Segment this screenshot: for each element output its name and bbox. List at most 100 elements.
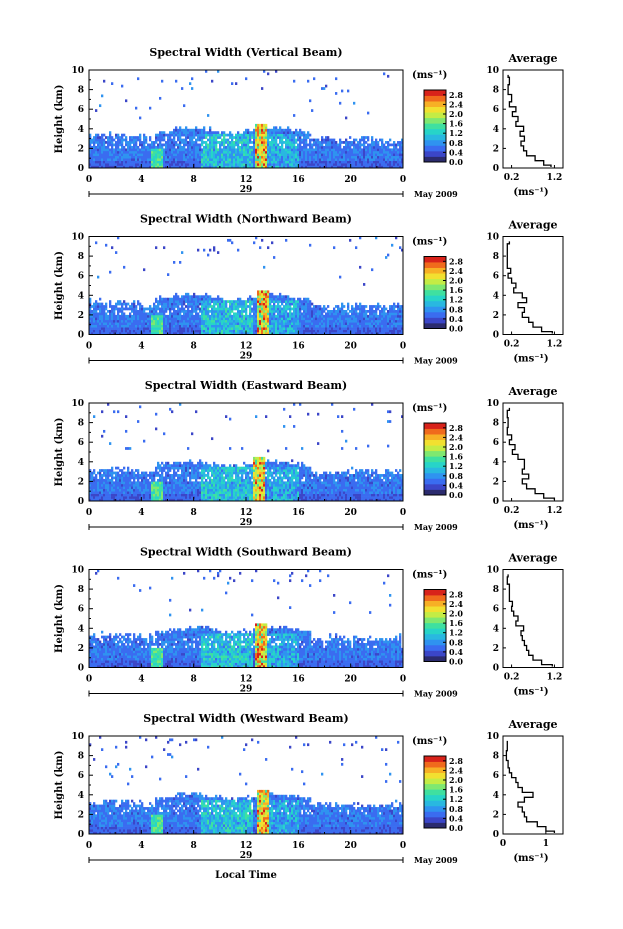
heatmap-cell bbox=[105, 488, 108, 492]
heatmap-cell bbox=[269, 143, 272, 147]
heatmap-cell bbox=[129, 322, 132, 325]
heatmap-cell bbox=[357, 322, 360, 325]
heatmap-cell bbox=[135, 329, 138, 333]
heatmap-cell bbox=[93, 332, 96, 335]
heatmap-cell bbox=[179, 165, 182, 168]
heatmap-cell bbox=[97, 478, 100, 482]
heatmap-cell bbox=[131, 471, 134, 475]
heatmap-cell bbox=[121, 165, 124, 168]
heatmap-cell bbox=[169, 133, 172, 137]
heatmap-cell bbox=[199, 297, 202, 301]
heatmap-cell bbox=[137, 483, 140, 487]
heatmap-cell bbox=[397, 150, 400, 154]
heatmap-cell bbox=[233, 302, 236, 306]
heatmap-cell bbox=[265, 297, 268, 301]
heatmap-cell bbox=[205, 295, 208, 299]
heatmap-cell bbox=[235, 319, 238, 323]
heatmap-cell bbox=[357, 319, 360, 323]
heatmap-cell bbox=[163, 305, 166, 308]
heatmap-cell bbox=[155, 155, 158, 159]
heatmap-cell bbox=[93, 143, 96, 147]
heatmap-cell bbox=[263, 155, 266, 159]
heatmap-cell bbox=[165, 483, 168, 487]
heatmap-cell bbox=[235, 158, 238, 161]
heatmap-cell bbox=[259, 138, 262, 142]
heatmap-cell bbox=[171, 143, 174, 147]
heatmap-cell bbox=[221, 312, 224, 316]
heatmap-cell bbox=[371, 145, 374, 149]
heatmap-cell bbox=[373, 324, 376, 328]
heatmap-cell bbox=[157, 138, 160, 142]
heatmap-cell bbox=[145, 136, 148, 139]
heatmap-cell bbox=[249, 136, 252, 139]
heatmap-cell bbox=[277, 327, 280, 330]
heatmap-cell bbox=[115, 327, 118, 330]
heatmap-cell bbox=[155, 145, 158, 149]
heatmap-cell bbox=[111, 476, 114, 480]
heatmap-cell bbox=[337, 319, 340, 323]
heatmap-cell bbox=[223, 310, 226, 313]
heatmap-cell bbox=[97, 307, 100, 311]
heatmap-cell bbox=[227, 317, 230, 321]
heatmap-cell bbox=[237, 138, 240, 142]
heatmap-cell bbox=[131, 155, 134, 159]
heatmap-cell bbox=[109, 332, 112, 335]
heatmap-cell bbox=[117, 481, 120, 485]
y-tick-label: 6 bbox=[78, 105, 84, 115]
heatmap-cell bbox=[219, 310, 222, 313]
heatmap-cell bbox=[255, 150, 258, 154]
heatmap-cell bbox=[387, 253, 390, 257]
heatmap-cell bbox=[369, 153, 372, 157]
heatmap-cell bbox=[207, 319, 210, 323]
heatmap-cell bbox=[275, 329, 278, 333]
heatmap-cell bbox=[161, 155, 164, 159]
heatmap-cell bbox=[161, 312, 164, 316]
heatmap-cell bbox=[361, 305, 364, 308]
heatmap-cell bbox=[253, 153, 256, 157]
heatmap-cell bbox=[97, 481, 100, 485]
heatmap-cell bbox=[343, 148, 346, 152]
heatmap-cell bbox=[245, 300, 248, 303]
heatmap-cell bbox=[201, 131, 204, 134]
heatmap-cell bbox=[139, 307, 142, 311]
heatmap-cell bbox=[219, 160, 222, 164]
heatmap-cell bbox=[119, 493, 122, 497]
heatmap-cell bbox=[393, 150, 396, 154]
heatmap-cell bbox=[109, 160, 112, 164]
heatmap-cell bbox=[303, 307, 306, 311]
heatmap-cell bbox=[263, 322, 266, 325]
heatmap-cell bbox=[263, 126, 266, 130]
heatmap-cell bbox=[285, 307, 288, 311]
heatmap-cell bbox=[329, 324, 332, 328]
heatmap-cell bbox=[367, 138, 370, 142]
heatmap-cell bbox=[391, 319, 394, 323]
heatmap-cell bbox=[119, 478, 122, 482]
heatmap-cell bbox=[305, 332, 308, 335]
heatmap-cell bbox=[109, 491, 112, 494]
heatmap-cell bbox=[167, 488, 170, 492]
heatmap-cell bbox=[269, 295, 272, 299]
heatmap-cell bbox=[299, 314, 302, 318]
heatmap-cell bbox=[359, 312, 362, 316]
heatmap-cell bbox=[171, 155, 174, 159]
colorbar-swatch bbox=[424, 256, 446, 263]
heatmap-cell bbox=[351, 312, 354, 316]
heatmap-cell bbox=[347, 153, 350, 157]
heatmap-cell bbox=[121, 324, 124, 328]
heatmap-cell bbox=[385, 327, 388, 330]
heatmap-cell bbox=[231, 148, 234, 152]
heatmap-cell bbox=[123, 483, 126, 487]
heatmap-cell bbox=[205, 131, 208, 134]
heatmap-cell bbox=[109, 158, 112, 161]
heatmap-cell bbox=[351, 327, 354, 330]
heatmap-cell bbox=[303, 150, 306, 154]
heatmap-cell bbox=[343, 310, 346, 313]
heatmap-cell bbox=[199, 302, 202, 306]
heatmap-cell bbox=[109, 153, 112, 157]
heatmap-cell bbox=[209, 128, 212, 132]
heatmap-cell bbox=[297, 131, 300, 134]
heatmap-cell bbox=[195, 145, 198, 149]
heatmap-cell bbox=[375, 332, 378, 335]
heatmap-cell bbox=[323, 307, 326, 311]
heatmap-cell bbox=[319, 307, 322, 311]
